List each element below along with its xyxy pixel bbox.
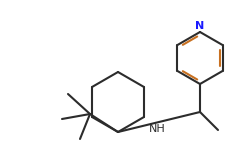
Text: NH: NH [149,124,165,134]
Text: N: N [195,21,205,31]
